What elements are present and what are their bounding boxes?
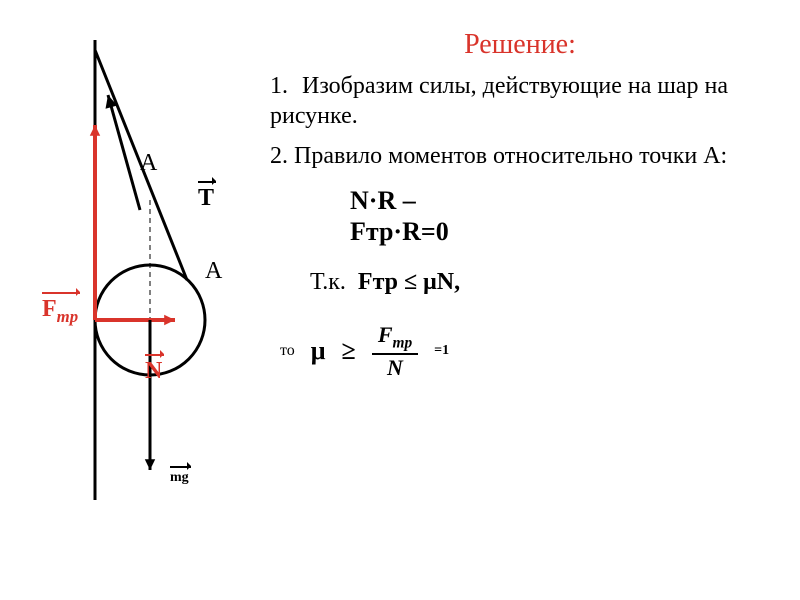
label-Ftr: Fтр [42, 296, 78, 327]
label-T: T [198, 185, 214, 212]
step-1: 1. Изобразим силы, действующие на шар на… [270, 71, 780, 131]
mu-symbol: μ [311, 336, 326, 366]
final-result: то μ ≥ Fтр N =1 [280, 322, 780, 380]
moment-eq-line2: Fтр·R=0 [350, 216, 780, 247]
geq-symbol: ≥ [342, 336, 356, 366]
solution-text: Решение: 1. Изобразим силы, действующие … [260, 30, 780, 381]
then-label: то [280, 342, 295, 360]
friction-inequality: Fтр ≤ μN, [358, 269, 460, 295]
step-1-text: Изобразим силы, действующие на шар на ри… [270, 73, 728, 129]
step-2: 2. Правило моментов относительно точки А… [270, 141, 780, 171]
fraction: Fтр N [372, 322, 418, 380]
moment-equation: N·R – Fтр·R=0 [350, 185, 780, 247]
since-label: Т.к. [310, 269, 346, 295]
friction-condition: Т.к. Fтр ≤ μN, [310, 269, 780, 296]
solution-title: Решение: [260, 30, 780, 61]
diagram-svg [0, 0, 300, 560]
label-A-upper: А [140, 150, 157, 177]
physics-diagram: T N Fтр mg А А [0, 0, 300, 600]
label-N: N [145, 358, 162, 385]
label-A-contact: А [205, 258, 222, 285]
moment-eq-line1: N·R – [350, 185, 780, 216]
equals-one: =1 [434, 343, 449, 359]
step-1-number: 1. [270, 71, 296, 101]
label-mg: mg [170, 470, 189, 486]
